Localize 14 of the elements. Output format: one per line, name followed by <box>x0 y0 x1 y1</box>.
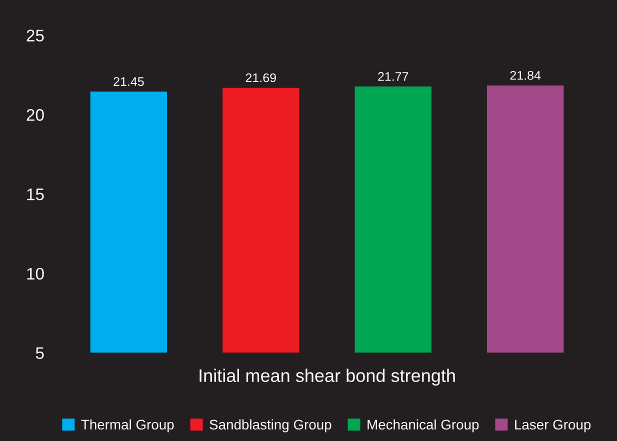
legend-label: Mechanical Group <box>368 419 479 432</box>
data-label: 21.77 <box>378 72 408 81</box>
y-tick-label: 25 <box>26 30 44 42</box>
y-tick-label: 20 <box>26 109 44 121</box>
data-label: 21.69 <box>246 73 276 82</box>
legend-label: Thermal Group <box>81 419 174 432</box>
data-label: 21.45 <box>114 77 144 86</box>
x-axis-title: Initial mean shear bond strength <box>200 368 455 386</box>
legend-label: Sandblasting Group <box>210 419 332 432</box>
legend-label: Laser Group <box>515 420 591 432</box>
y-tick-label: 10 <box>27 268 44 280</box>
y-tick-label: 5 <box>36 347 44 360</box>
data-label: 21.84 <box>510 70 541 80</box>
y-tick-label: 15 <box>27 188 44 200</box>
